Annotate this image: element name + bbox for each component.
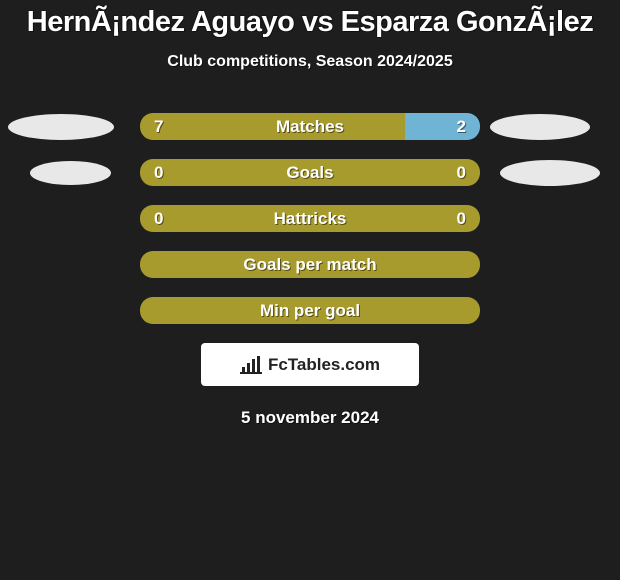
- stat-left-value: 7: [154, 117, 163, 137]
- stat-bar-left: 0: [140, 205, 310, 232]
- stat-right-value: 0: [457, 209, 466, 229]
- player-right-marker: [490, 114, 590, 140]
- stat-bar-right: 0: [310, 159, 480, 186]
- comparison-infographic: HernÃ¡ndez Aguayo vs Esparza GonzÃ¡lez C…: [0, 0, 620, 580]
- stat-bar-left: [140, 251, 310, 278]
- stat-bar-right: 2: [405, 113, 480, 140]
- stat-right-value: 0: [457, 163, 466, 183]
- player-left-marker: [30, 161, 111, 185]
- subtitle: Club competitions, Season 2024/2025: [0, 53, 620, 71]
- stat-row: Goals per match: [0, 251, 620, 278]
- badge-text: FcTables.com: [268, 355, 380, 375]
- stat-bar-left: 0: [140, 159, 310, 186]
- page-title: HernÃ¡ndez Aguayo vs Esparza GonzÃ¡lez: [0, 0, 620, 39]
- stat-row: Min per goal: [0, 297, 620, 324]
- barchart-icon: [240, 356, 262, 374]
- stat-row: 00Hattricks: [0, 205, 620, 232]
- player-left-marker: [8, 114, 114, 140]
- stat-bar-right: [310, 297, 480, 324]
- stat-row: 72Matches: [0, 113, 620, 140]
- date-text: 5 november 2024: [0, 408, 620, 428]
- stat-rows: 72Matches00Goals00HattricksGoals per mat…: [0, 113, 620, 324]
- stat-bar-right: [310, 251, 480, 278]
- stat-left-value: 0: [154, 209, 163, 229]
- stat-bar: 00Goals: [140, 159, 480, 186]
- stat-row: 00Goals: [0, 159, 620, 186]
- stat-left-value: 0: [154, 163, 163, 183]
- stat-bar: 00Hattricks: [140, 205, 480, 232]
- stat-bar-left: 7: [140, 113, 405, 140]
- source-badge: FcTables.com: [201, 343, 419, 386]
- stat-bar: Min per goal: [140, 297, 480, 324]
- player-right-marker: [500, 160, 600, 186]
- stat-bar-right: 0: [310, 205, 480, 232]
- stat-bar: 72Matches: [140, 113, 480, 140]
- stat-right-value: 2: [457, 117, 466, 137]
- stat-bar: Goals per match: [140, 251, 480, 278]
- stat-bar-left: [140, 297, 310, 324]
